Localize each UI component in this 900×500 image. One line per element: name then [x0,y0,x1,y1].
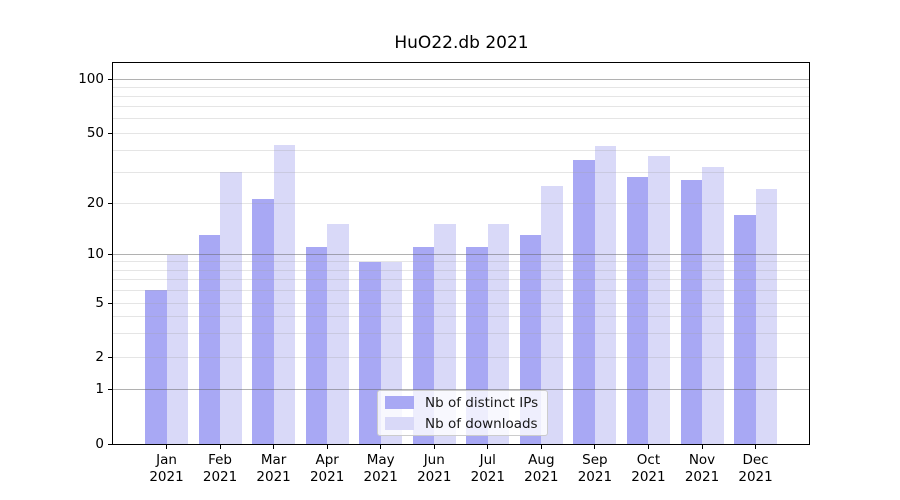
bar-nb-of-distinct-ips-apr-2021 [305,247,328,444]
gridline-y-50 [113,132,809,134]
bar-nb-of-distinct-ips-mar-2021 [252,199,274,444]
gridline-y-90 [113,86,809,88]
y-tick-label-100: 100 [78,70,104,87]
x-tick-label-jul-2021: Jul 2021 [470,452,505,485]
bar-nb-of-distinct-ips-jan-2021 [145,290,167,444]
x-tick-mark-oct-2021 [647,445,649,449]
bar-nb-of-downloads-feb-2021 [220,172,242,444]
bar-nb-of-distinct-ips-feb-2021 [198,235,221,444]
bar-nb-of-distinct-ips-may-2021 [359,261,381,444]
x-tick-mark-dec-2021 [755,445,757,449]
x-tick-label-dec-2021: Dec 2021 [738,452,773,485]
x-tick-label-sep-2021: Sep 2021 [577,452,613,485]
x-tick-mark-sep-2021 [594,445,596,449]
legend-label: Nb of distinct IPs [425,394,539,411]
gridline-y-80 [113,95,809,97]
x-tick-mark-may-2021 [380,445,382,449]
y-tick-mark-2 [108,357,112,358]
legend: Nb of distinct IPs Nb of downloads [377,390,548,436]
bar-nb-of-distinct-ips-dec-2021 [734,215,756,444]
legend-label: Nb of downloads [425,415,538,432]
x-tick-label-mar-2021: Mar 2021 [256,452,291,485]
x-tick-mark-feb-2021 [219,445,221,449]
legend-swatch-distinct-ips [385,396,414,409]
x-tick-label-oct-2021: Oct 2021 [631,452,666,485]
bar-nb-of-downloads-nov-2021 [702,167,724,444]
x-tick-label-may-2021: May 2021 [363,452,398,485]
bar-nb-of-downloads-dec-2021 [755,189,778,444]
x-tick-label-apr-2021: Apr 2021 [309,452,345,485]
x-tick-mark-mar-2021 [273,445,275,449]
y-tick-mark-10 [108,254,112,255]
bar-nb-of-downloads-aug-2021 [541,185,563,444]
y-tick-label-1: 1 [95,381,104,397]
bar-nb-of-distinct-ips-nov-2021 [680,180,702,444]
x-tick-mark-apr-2021 [326,445,328,449]
y-tick-mark-0 [108,443,112,445]
bar-nb-of-distinct-ips-oct-2021 [626,177,649,444]
y-tick-mark-50 [108,132,112,134]
gridline-y-40 [113,149,809,151]
y-tick-label-10: 10 [86,246,104,262]
legend-swatch-downloads [385,417,414,430]
gridline-y-70 [113,106,809,108]
x-tick-label-feb-2021: Feb 2021 [202,452,238,485]
bar-nb-of-downloads-mar-2021 [273,144,296,444]
x-tick-label-jan-2021: Jan 2021 [149,452,184,485]
bar-nb-of-downloads-sep-2021 [594,146,617,444]
y-tick-label-2: 2 [95,349,104,365]
x-tick-mark-jun-2021 [433,445,435,449]
x-tick-mark-nov-2021 [701,445,703,449]
y-tick-label-20: 20 [86,194,104,211]
y-tick-label-50: 50 [86,124,104,141]
bar-nb-of-downloads-oct-2021 [648,156,670,444]
gridline-y-60 [113,118,809,120]
y-tick-mark-5 [108,302,112,304]
legend-item: Nb of distinct IPs [378,394,547,411]
bar-nb-of-downloads-apr-2021 [327,224,349,444]
bar-nb-of-downloads-jan-2021 [166,254,188,444]
x-tick-mark-jan-2021 [166,445,167,449]
y-tick-mark-1 [108,389,112,390]
x-tick-label-nov-2021: Nov 2021 [684,452,720,485]
x-tick-mark-aug-2021 [540,445,542,449]
gridline-y-100 [113,78,809,80]
bar-nb-of-distinct-ips-sep-2021 [573,160,595,444]
chart-title: HuO22.db 2021 [394,33,529,53]
legend-item: Nb of downloads [378,415,547,432]
y-tick-label-5: 5 [95,294,104,311]
x-tick-label-aug-2021: Aug 2021 [524,452,559,485]
x-tick-mark-jul-2021 [487,445,489,449]
y-tick-label-0: 0 [95,435,104,452]
y-tick-mark-100 [108,78,112,80]
x-tick-label-jun-2021: Jun 2021 [417,452,452,485]
y-tick-mark-20 [108,202,112,204]
